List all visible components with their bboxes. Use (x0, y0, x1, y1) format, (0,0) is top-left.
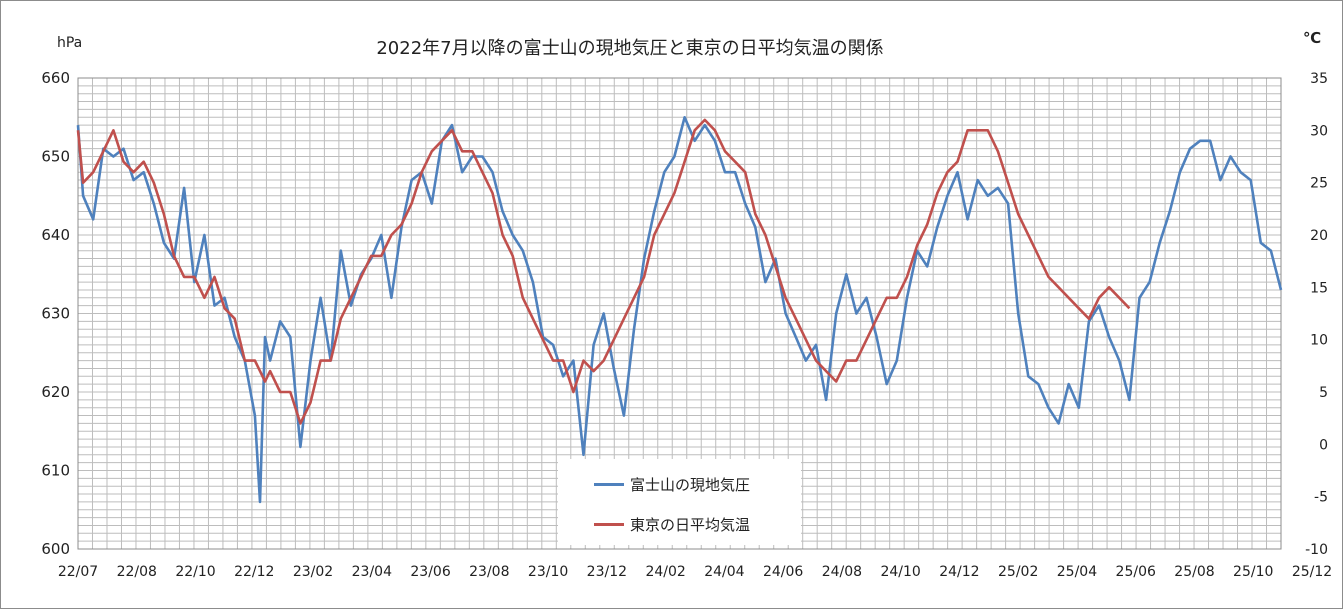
right-tick-label: 25 (1310, 176, 1328, 192)
left-tick-label: 600 (41, 540, 70, 558)
x-tick-label: 23/04 (352, 564, 392, 580)
right-tick-label: 20 (1310, 228, 1328, 244)
legend-label-temperature: 東京の日平均気温 (630, 515, 751, 534)
x-tick-label: 23/10 (528, 564, 568, 580)
legend-swatch-pressure (594, 482, 624, 486)
right-tick-label: 35 (1310, 71, 1328, 87)
x-tick-label: 23/02 (293, 564, 333, 580)
series-line-pressure (76, 116, 1283, 504)
x-tick-label: 23/06 (410, 564, 450, 580)
legend-label-pressure: 富士山の現地気圧 (630, 475, 751, 494)
right-tick-label: -10 (1305, 542, 1328, 558)
right-tick-label: 5 (1319, 385, 1328, 401)
plot-area-border (77, 77, 1282, 550)
right-axis-unit: ℃ (1303, 29, 1322, 47)
x-tick-label: 24/04 (704, 564, 744, 580)
right-tick-label: -5 (1314, 490, 1328, 506)
left-tick-label: 610 (41, 462, 70, 480)
x-tick-label: 23/12 (587, 564, 627, 580)
x-tick-label: 24/08 (822, 564, 862, 580)
chart-legend: 富士山の現地気圧 東京の日平均気温 (558, 459, 801, 545)
right-tick-label: 0 (1319, 437, 1328, 453)
x-tick-label: 22/12 (234, 564, 274, 580)
x-tick-label: 24/12 (939, 564, 979, 580)
x-tick-label: 25/12 (1292, 564, 1332, 580)
legend-item-temperature: 東京の日平均気温 (594, 513, 750, 535)
legend-item-pressure: 富士山の現地気圧 (594, 473, 750, 495)
left-axis-unit: hPa (57, 35, 83, 51)
chart-title: 2022年7月以降の富士山の現地気圧と東京の日平均気温の関係 (376, 38, 884, 59)
x-tick-label: 24/06 (763, 564, 803, 580)
x-tick-label: 25/06 (1116, 564, 1156, 580)
x-tick-label: 24/02 (645, 564, 685, 580)
left-tick-label: 640 (41, 226, 70, 244)
right-tick-label: 30 (1310, 123, 1328, 139)
x-tick-label: 25/04 (1057, 564, 1097, 580)
legend-swatch-temperature (594, 522, 624, 526)
left-tick-label: 630 (41, 305, 70, 323)
x-tick-label: 22/07 (58, 564, 98, 580)
left-tick-label: 620 (41, 383, 70, 401)
x-tick-label: 23/08 (469, 564, 509, 580)
series-line-temperature (76, 118, 1131, 425)
x-tick-label: 22/10 (175, 564, 215, 580)
x-tick-label: 25/08 (1174, 564, 1214, 580)
x-tick-label: 25/10 (1233, 564, 1273, 580)
left-tick-label: 650 (41, 148, 70, 166)
x-tick-label: 25/02 (998, 564, 1038, 580)
right-tick-label: 10 (1310, 333, 1328, 349)
right-tick-label: 15 (1310, 280, 1328, 296)
x-tick-label: 22/08 (117, 564, 157, 580)
x-tick-label: 24/10 (880, 564, 920, 580)
left-tick-label: 660 (41, 69, 70, 87)
